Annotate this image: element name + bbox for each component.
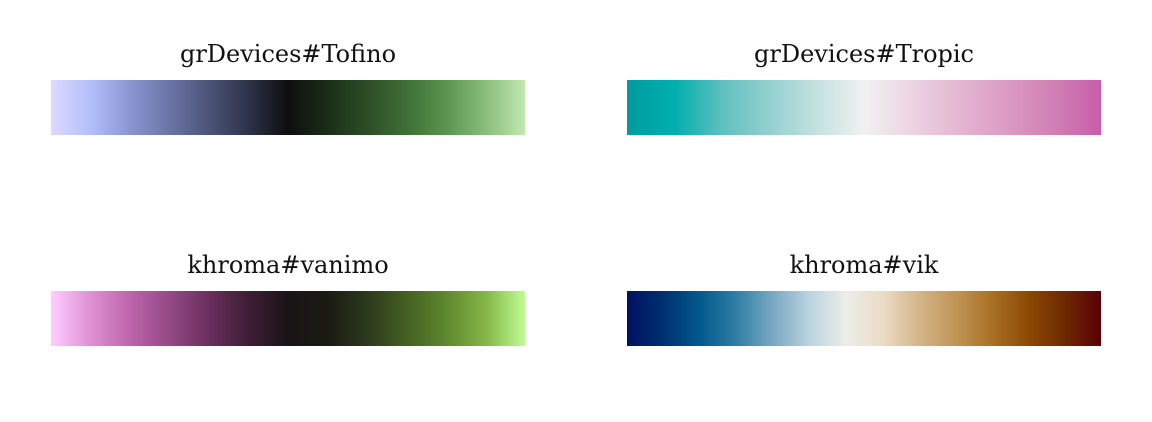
palette-title: grDevices#Tofino <box>51 42 525 70</box>
palette-tofino: grDevices#Tofino <box>51 42 525 70</box>
palette-vik: khroma#vik <box>627 253 1101 281</box>
color-bar <box>51 80 525 135</box>
color-bar <box>627 80 1101 135</box>
palette-title: grDevices#Tropic <box>627 42 1101 70</box>
palette-tropic: grDevices#Tropic <box>627 42 1101 70</box>
color-bar <box>51 291 525 346</box>
palette-title: khroma#vik <box>627 253 1101 281</box>
palette-title: khroma#vanimo <box>51 253 525 281</box>
color-bar <box>627 291 1101 346</box>
palette-vanimo: khroma#vanimo <box>51 253 525 281</box>
